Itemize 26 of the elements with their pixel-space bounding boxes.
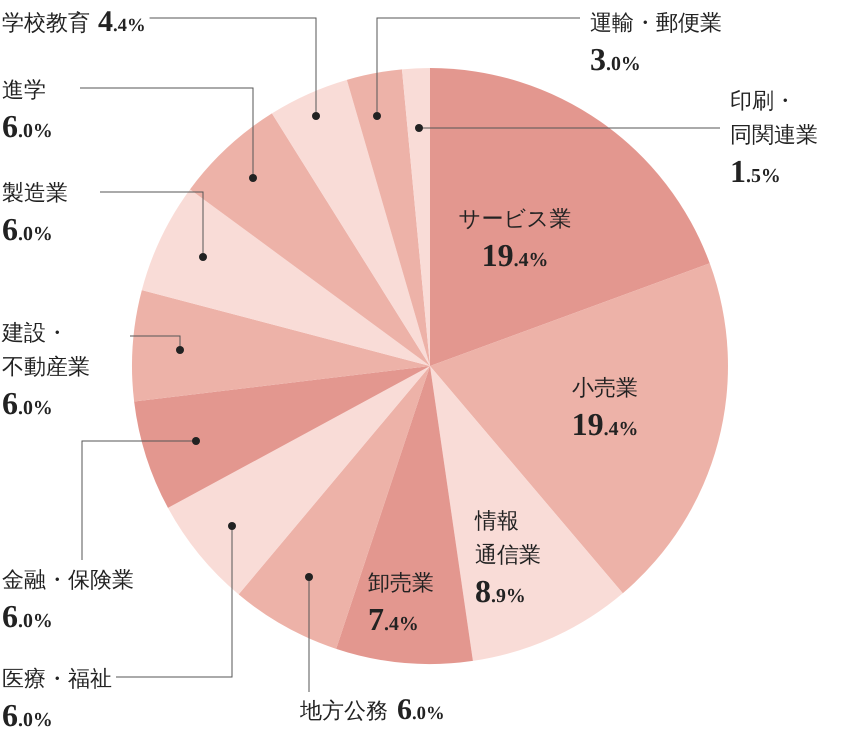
slice-label: 情報通信業 bbox=[474, 508, 541, 567]
data-label: 6.0% bbox=[2, 697, 53, 729]
slice-label: 製造業 bbox=[2, 180, 68, 205]
data-label: 6.0% bbox=[2, 108, 53, 144]
slice-label: 医療・福祉 bbox=[2, 666, 112, 691]
slice-label: 進学 bbox=[2, 77, 46, 102]
slice-label: 建設・不動産業 bbox=[1, 320, 90, 379]
data-label: 3.0% bbox=[590, 41, 641, 77]
slice-label: サービス業 bbox=[458, 206, 572, 231]
data-label: 6.0% bbox=[2, 211, 53, 247]
data-label: 7.4% bbox=[368, 601, 419, 637]
slice-label: 運輸・郵便業 bbox=[590, 10, 722, 35]
slice-label: 学校教育 bbox=[2, 10, 90, 35]
data-label: 19.4% bbox=[482, 237, 548, 273]
slice-label: 小売業 bbox=[572, 375, 638, 400]
slice-label: 印刷・同関連業 bbox=[730, 88, 818, 147]
data-label: 4.4% bbox=[98, 5, 146, 38]
data-label: 6.0% bbox=[2, 385, 53, 421]
data-label: 1.5% bbox=[730, 153, 781, 189]
data-label: 6.0% bbox=[397, 693, 445, 726]
slice-label: 金融・保険業 bbox=[2, 567, 134, 592]
data-label: 6.0% bbox=[2, 598, 53, 634]
data-label: 8.9% bbox=[475, 573, 526, 609]
slice-label: 卸売業 bbox=[368, 570, 434, 595]
slice-label: 地方公務 bbox=[299, 698, 388, 723]
data-label: 19.4% bbox=[572, 406, 638, 442]
